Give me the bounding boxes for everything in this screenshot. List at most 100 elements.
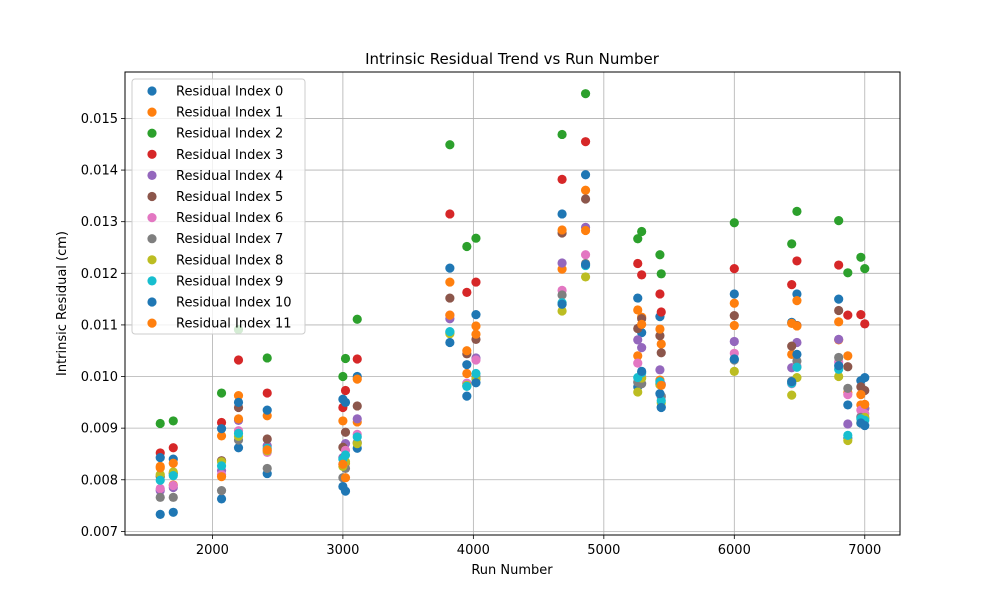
legend-label: Residual Index 2 [176,127,283,142]
legend-label: Residual Index 4 [176,169,283,184]
legend-box [131,78,306,335]
data-point [262,388,272,398]
data-point [471,355,481,365]
legend-label: Residual Index 10 [176,296,292,311]
x-tick-label: 2000 [196,543,229,558]
legend-item: Residual Index 0 [147,85,283,100]
data-point [338,459,348,469]
data-point [580,89,591,99]
data-point [340,397,351,407]
x-tick-label: 7000 [848,543,881,558]
data-point [843,351,853,361]
data-point [729,311,739,321]
data-point [557,258,567,268]
data-point [155,418,165,429]
data-point [471,368,481,379]
y-axis-ticks: 0.007 0.008 0.009 0.010 0.011 0.012 0.013 0.014… [81,112,125,540]
data-point [168,480,178,491]
data-point [787,390,797,400]
y-tick-label: 0.011 [81,318,118,333]
data-point [580,194,591,204]
legend-label: Residual Index 6 [176,211,283,226]
data-point [792,256,802,266]
data-point [155,463,165,473]
data-point [340,473,351,483]
data-point [792,296,802,306]
legend-item: Residual Index 2 [147,127,283,142]
data-point [216,461,227,471]
data-point [462,391,472,401]
data-point [557,129,567,140]
x-tick-label: 4000 [457,543,490,558]
data-point [340,385,351,396]
legend-item: Residual Index 5 [147,190,283,205]
data-point [233,428,244,438]
y-tick-label: 0.007 [81,525,118,540]
data-point [792,362,802,372]
plot-frame [124,71,901,536]
data-point [633,293,643,303]
data-point [655,324,665,334]
data-point [856,390,866,400]
data-point [834,260,844,270]
legend-marker [147,149,157,159]
data-point [729,289,739,299]
data-point [656,380,666,390]
data-point [168,416,178,426]
data-point [168,507,178,517]
data-point [860,420,870,431]
data-point [155,509,165,519]
data-point [843,310,853,320]
data-point [787,377,797,387]
legend-item: Residual Index 6 [147,211,283,226]
data-point [155,475,165,485]
legend-marker [147,318,157,328]
legend-item: Residual Index 9 [147,274,283,289]
legend-item: Residual Index 8 [147,253,283,268]
data-point [445,327,455,337]
data-point [233,414,244,424]
legend-marker [147,234,157,244]
data-point [233,443,244,453]
data-point [834,361,844,371]
data-point [352,354,362,364]
data-point [843,268,853,278]
data-point [856,252,866,262]
data-point [471,309,481,320]
data-point [843,419,853,429]
data-point [216,431,227,441]
data-point [471,233,481,243]
data-point [655,331,665,341]
legend-marker [147,213,157,223]
data-point [633,351,643,361]
legend-item: Residual Index 3 [147,148,283,163]
x-axis-ticks: 2000 3000 4000 5000 6000 7000 [196,535,881,558]
legend-marker [147,170,157,180]
data-point [580,272,591,282]
data-point [637,226,647,237]
data-point [462,368,472,379]
y-tick-label: 0.014 [81,164,118,179]
data-point [340,353,351,364]
data-point [462,346,472,356]
y-tick-label: 0.015 [81,112,118,127]
data-point [655,289,665,299]
data-point [557,299,567,309]
data-point [834,216,844,226]
legend-marker [147,191,157,202]
data-point [233,355,244,365]
data-point [445,140,455,150]
y-tick-label: 0.009 [81,422,118,437]
series-3-points [155,137,870,458]
data-point [471,277,481,287]
data-point [338,416,348,426]
data-point [860,399,870,410]
data-point [216,472,227,482]
data-point [580,185,591,195]
data-point [633,358,643,368]
data-point [462,360,472,370]
legend-marker [147,86,157,96]
legend-item: Residual Index 11 [147,317,292,332]
data-point [834,371,844,382]
data-point [580,137,591,147]
